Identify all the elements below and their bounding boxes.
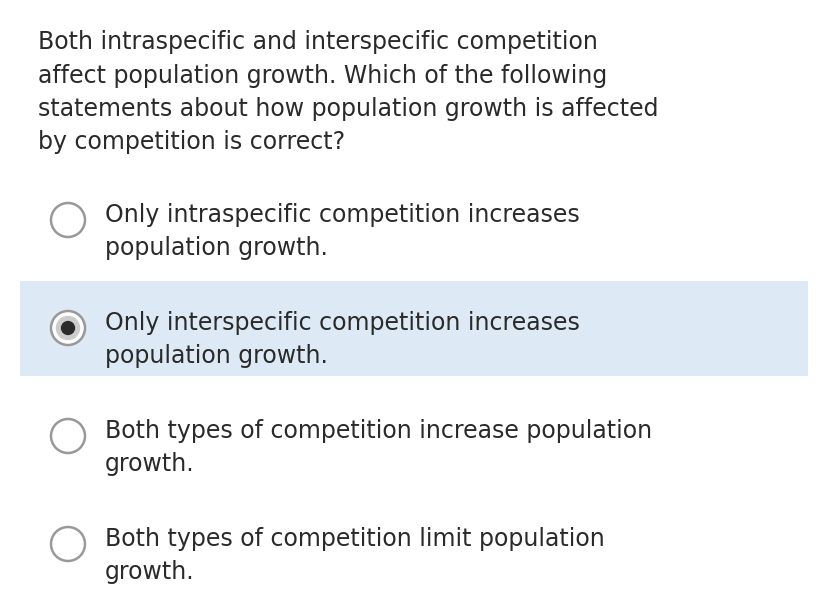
Text: Both types of competition limit population
growth.: Both types of competition limit populati… — [105, 527, 604, 584]
Circle shape — [51, 527, 85, 561]
Bar — [20, 280, 807, 376]
Text: Both types of competition increase population
growth.: Both types of competition increase popul… — [105, 419, 652, 476]
Circle shape — [55, 316, 80, 340]
Text: Only interspecific competition increases
population growth.: Only interspecific competition increases… — [105, 311, 579, 368]
Circle shape — [61, 321, 75, 335]
Circle shape — [51, 311, 85, 345]
Circle shape — [51, 419, 85, 453]
Text: Both intraspecific and interspecific competition
affect population growth. Which: Both intraspecific and interspecific com… — [38, 30, 657, 154]
Circle shape — [51, 203, 85, 237]
Text: Only intraspecific competition increases
population growth.: Only intraspecific competition increases… — [105, 203, 579, 260]
